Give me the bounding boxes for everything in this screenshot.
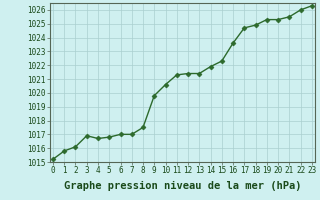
X-axis label: Graphe pression niveau de la mer (hPa): Graphe pression niveau de la mer (hPa) [64, 181, 301, 191]
